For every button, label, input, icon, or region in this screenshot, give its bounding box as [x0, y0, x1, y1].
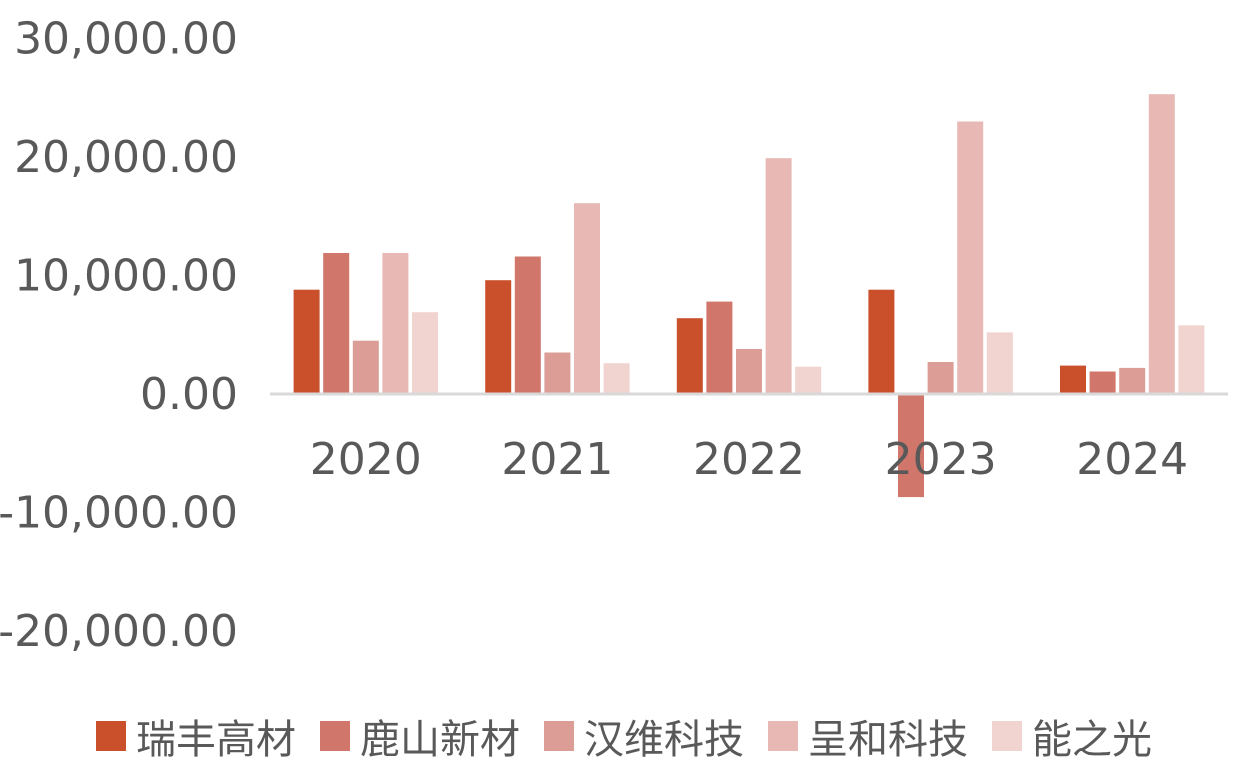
bar: [323, 253, 350, 394]
bar: [706, 301, 733, 394]
y-axis: 30,000.00 20,000.00 10,000.00 0.00 -10,000.0…: [0, 14, 238, 658]
x-tick-label: 2024: [1076, 434, 1188, 485]
legend-item: 鹿山新材: [320, 707, 520, 765]
legend-swatch: [96, 721, 126, 751]
bar: [868, 289, 895, 394]
bar: [927, 362, 954, 394]
legend-swatch: [320, 721, 350, 751]
bar: [736, 349, 762, 394]
bar: [293, 289, 320, 394]
bar: [1148, 94, 1175, 394]
bar: [898, 394, 924, 498]
legend-label: 鹿山新材: [360, 717, 520, 763]
legend-label: 汉维科技: [584, 717, 744, 763]
bar: [986, 332, 1013, 394]
bar: [574, 203, 600, 394]
legend-label: 呈和科技: [808, 717, 968, 763]
bar: [1178, 325, 1205, 394]
bar: [795, 366, 822, 394]
bar: [544, 352, 571, 394]
x-tick-label: 2022: [693, 434, 805, 485]
bar: [1060, 365, 1086, 394]
legend-swatch: [768, 721, 798, 751]
bar: [957, 121, 984, 394]
bar: [676, 318, 703, 394]
bar: [514, 256, 541, 394]
y-tick-label: -10,000.00: [0, 488, 238, 539]
bar: [1119, 367, 1146, 394]
legend-label: 瑞丰高材: [136, 717, 296, 763]
legend-label: 能之光: [1032, 717, 1152, 763]
bar-chart: 30,000.00 20,000.00 10,000.00 0.00 -10,000.0…: [0, 14, 1228, 658]
y-tick-label: 20,000.00: [14, 132, 238, 183]
legend: 瑞丰高材 鹿山新材 汉维科技 呈和科技 能之光: [0, 706, 1248, 766]
y-tick-label: 0.00: [140, 369, 238, 420]
bar: [765, 158, 792, 394]
bar: [352, 340, 379, 394]
legend-item: 汉维科技: [544, 707, 744, 765]
bar: [382, 253, 409, 394]
x-tick-label: 2023: [885, 434, 997, 485]
bars-group: [293, 94, 1205, 498]
bar: [412, 312, 438, 394]
x-tick-label: 2021: [501, 434, 613, 485]
bar: [603, 363, 630, 394]
bar: [1089, 371, 1116, 394]
bar: [485, 280, 512, 394]
x-axis: 2020 2021 2022 2023 2024: [310, 434, 1188, 485]
legend-swatch: [992, 721, 1022, 751]
x-tick-label: 2020: [310, 434, 422, 485]
y-tick-label: 30,000.00: [14, 14, 238, 65]
legend-item: 能之光: [992, 707, 1152, 765]
legend-item: 呈和科技: [768, 707, 968, 765]
legend-swatch: [544, 721, 574, 751]
y-tick-label: -20,000.00: [0, 606, 238, 657]
legend-item: 瑞丰高材: [96, 707, 296, 765]
y-tick-label: 10,000.00: [14, 251, 238, 302]
